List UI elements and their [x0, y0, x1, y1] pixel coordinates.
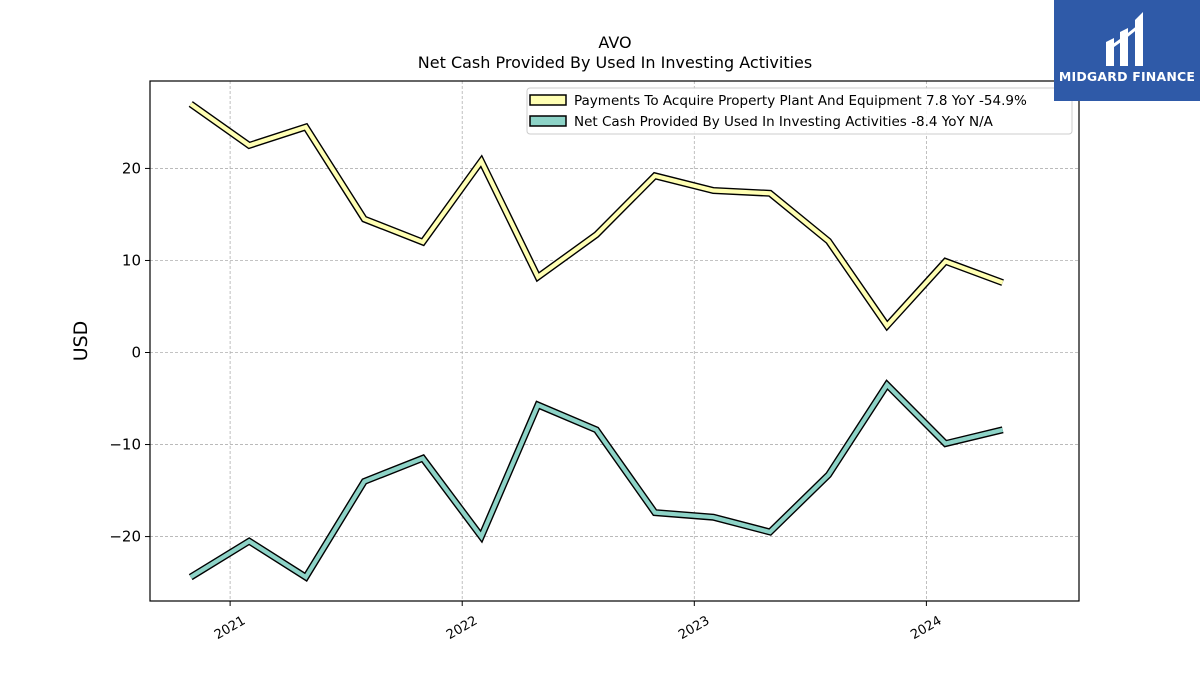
legend-entry: Payments To Acquire Property Plant And E… [574, 93, 1027, 109]
series-lines [188, 101, 1004, 582]
x-tick-label: 2024 [908, 613, 944, 643]
y-tick-label: 0 [131, 344, 141, 362]
x-tick-label: 2022 [444, 613, 480, 643]
y-tick-label: 20 [122, 159, 141, 177]
legend-swatch [529, 115, 567, 127]
y-tick-label: 10 [122, 251, 141, 269]
y-axis-label: USD [70, 321, 92, 362]
legend-box [526, 87, 1073, 135]
chart-subtitle: Net Cash Provided By Used In Investing A… [418, 53, 812, 72]
y-tick-label: −20 [109, 528, 141, 546]
series-1-line [189, 381, 1004, 581]
series-1-outline [188, 379, 1004, 582]
x-tick-label: 2021 [212, 613, 248, 643]
legend-swatch [529, 94, 567, 106]
chart-title: AVO [598, 33, 631, 52]
grid [150, 81, 1079, 601]
logo-brand-text: MIDGARD FINANCE [1058, 69, 1196, 84]
legend-entry: Net Cash Provided By Used In Investing A… [574, 114, 994, 130]
y-tick-label: −10 [109, 436, 141, 454]
y-axis: −20 −10 0 10 20 [109, 159, 150, 546]
plot-area-frame [149, 80, 1080, 602]
series-0-line [189, 102, 1004, 330]
x-tick-label: 2023 [676, 613, 712, 643]
midgard-logo-icon [1106, 12, 1143, 66]
midgard-finance-logo: MIDGARD FINANCE [1054, 0, 1200, 101]
x-axis: 2021 2022 2023 2024 [212, 601, 944, 643]
legend: Payments To Acquire Property Plant And E… [526, 87, 1073, 135]
